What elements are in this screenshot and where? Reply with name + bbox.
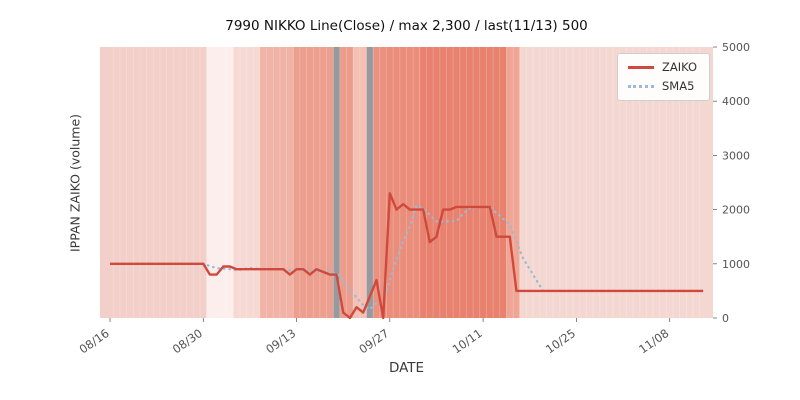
svg-text:10/11: 10/11 <box>450 326 485 356</box>
y-axis-label: IPPAN ZAIKO (volume) <box>67 113 83 252</box>
chart-title: 7990 NIKKO Line(Close) / max 2,300 / las… <box>225 18 588 34</box>
svg-text:11/08: 11/08 <box>636 326 671 356</box>
svg-text:0: 0 <box>722 312 729 325</box>
svg-text:2000: 2000 <box>722 204 750 217</box>
svg-text:09/27: 09/27 <box>356 326 391 356</box>
svg-text:1000: 1000 <box>722 258 750 271</box>
legend-label-sma5: SMA5 <box>662 78 695 93</box>
svg-text:5000: 5000 <box>722 41 750 54</box>
x-axis-label: DATE <box>388 360 425 376</box>
svg-text:08/16: 08/16 <box>77 326 112 356</box>
zaiko-line-swatch <box>628 66 654 70</box>
legend-item-zaiko: ZAIKO <box>628 60 698 74</box>
svg-text:10/25: 10/25 <box>543 326 578 356</box>
svg-text:4000: 4000 <box>722 95 750 108</box>
svg-text:3000: 3000 <box>722 149 750 162</box>
background-bands <box>100 47 713 318</box>
legend-label-zaiko: ZAIKO <box>662 60 698 74</box>
y-axis-ticks: 0 1000 2000 3000 4000 5000 <box>713 41 750 325</box>
legend-item-sma5: SMA5 <box>628 78 697 93</box>
svg-text:08/30: 08/30 <box>170 326 205 356</box>
svg-text:09/13: 09/13 <box>263 326 298 356</box>
zaiko-series-line <box>110 192 703 320</box>
x-axis-ticks: 08/16 08/30 09/13 09/27 10/11 10/25 11/08 <box>77 318 671 356</box>
sma5-line-swatch <box>628 84 654 88</box>
legend: ZAIKO SMA5 <box>617 53 711 101</box>
